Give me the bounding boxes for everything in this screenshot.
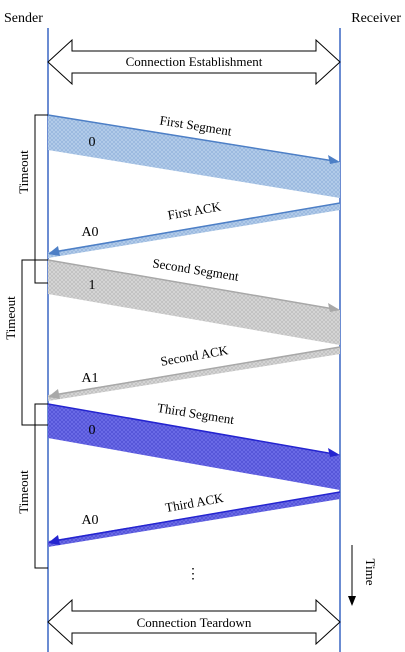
ack-edge <box>53 346 341 396</box>
arrow-head <box>48 246 60 256</box>
segment-edge <box>47 114 335 162</box>
sender-label: Sender <box>4 11 43 26</box>
sequence-label: 0 <box>89 135 96 150</box>
establishment-label: Connection Establishment <box>126 54 263 69</box>
sequence-label: A0 <box>81 225 98 240</box>
segment-band <box>48 115 340 198</box>
arrow-head <box>328 303 340 312</box>
receiver-label: Receiver <box>351 11 401 26</box>
teardown-label: Connection Teardown <box>137 615 252 630</box>
ack-band <box>48 347 340 401</box>
segment-edge <box>47 403 335 455</box>
timeout-label: Timeout <box>16 470 31 514</box>
time-label: Time <box>363 559 378 586</box>
sequence-label: 1 <box>89 278 96 293</box>
arrow-head <box>48 535 60 545</box>
teardown-arrow <box>47 598 341 646</box>
timeout-label: Timeout <box>16 150 31 194</box>
establishment-arrow <box>47 38 341 86</box>
segment-band <box>48 260 340 345</box>
message-label: Second ACK <box>159 342 229 369</box>
timeout-label: Timeout <box>3 296 18 340</box>
timeout-bracket <box>21 259 48 426</box>
timeout-bracket <box>34 403 48 569</box>
message-label: Third Segment <box>156 400 235 427</box>
sequence-label: 0 <box>89 423 96 438</box>
sequence-label: A0 <box>81 513 98 528</box>
ellipsis: ⋮ <box>186 567 200 582</box>
ack-band <box>48 492 340 547</box>
segment-edge <box>47 259 335 310</box>
segment-band <box>48 404 340 490</box>
arrow-head <box>328 448 340 457</box>
ack-edge <box>53 491 341 542</box>
ack-edge <box>53 202 341 253</box>
arrow-head <box>348 596 356 606</box>
message-label: Third ACK <box>164 490 225 515</box>
ack-band <box>48 203 340 258</box>
sequence-label: A1 <box>81 371 98 386</box>
arrow-head <box>48 389 60 399</box>
arrow-head <box>328 155 340 164</box>
timeout-bracket <box>34 114 48 284</box>
message-label: First ACK <box>166 198 222 222</box>
